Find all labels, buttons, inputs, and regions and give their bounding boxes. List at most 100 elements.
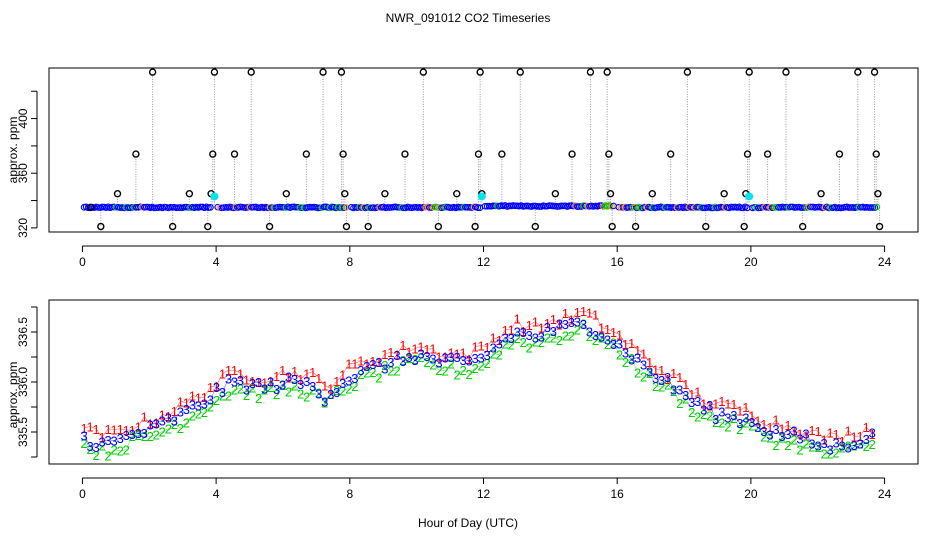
series-2-point-64: 2: [466, 367, 473, 382]
series-3-point-82: 3: [574, 314, 581, 329]
series-1-point-57: 1: [423, 342, 430, 357]
series-2-point-117: 2: [784, 438, 791, 453]
series-3-point-102: 3: [694, 394, 701, 409]
series-2-point-106: 2: [718, 416, 725, 431]
series-1-point-60: 1: [441, 350, 448, 365]
series-1-point-46: 1: [357, 353, 364, 368]
series-3-point-116: 3: [778, 429, 785, 444]
series-2-point-15: 2: [171, 417, 178, 432]
series-1-point-78: 1: [550, 312, 557, 327]
series-2-point-70: 2: [502, 337, 509, 352]
series-2-point-75: 2: [532, 335, 539, 350]
baseline-point-323: [743, 204, 751, 212]
series-3-point-74: 3: [526, 328, 533, 343]
series-1-point-68: 1: [490, 331, 497, 346]
series-3-point-0: 3: [80, 428, 87, 443]
series-2-point-77: 2: [544, 330, 551, 345]
series-3-point-13: 3: [159, 414, 166, 429]
series-1-point-15: 1: [171, 404, 178, 419]
series-2-point-94: 2: [646, 366, 653, 381]
series-2-point-120: 2: [802, 437, 809, 452]
series-1-point-2: 1: [93, 422, 100, 437]
series-1-point-76: 1: [538, 321, 545, 336]
series-3-point-90: 3: [622, 346, 629, 361]
series-2-point-130: 2: [863, 439, 870, 454]
x-tick-label-top-0: 0: [79, 255, 86, 269]
series-1-point-51: 1: [387, 345, 394, 360]
series-3-point-108: 3: [730, 408, 737, 423]
series-2-point-56: 2: [417, 350, 424, 365]
series-2-point-5: 2: [111, 442, 118, 457]
cal-point-2: [745, 192, 754, 201]
series-3-point-22: 3: [213, 380, 220, 395]
series-1-point-44: 1: [345, 356, 352, 371]
series-1-point-129: 1: [857, 429, 864, 444]
series-1-point-106: 1: [718, 394, 725, 409]
series-2-point-62: 2: [453, 367, 460, 382]
series-2-point-96: 2: [658, 380, 665, 395]
series-3-point-20: 3: [201, 396, 208, 411]
series-3-point-121: 3: [808, 436, 815, 451]
series-1-point-82: 1: [574, 305, 581, 320]
series-1-point-89: 1: [616, 327, 623, 342]
series-2-point-107: 2: [724, 420, 731, 435]
series-1-point-45: 1: [351, 357, 358, 372]
series-3-point-30: 3: [261, 381, 268, 396]
series-2-point-10: 2: [141, 429, 148, 444]
series-3-point-31: 3: [267, 374, 274, 389]
series-3-point-76: 3: [538, 329, 545, 344]
series-3-point-96: 3: [658, 373, 665, 388]
excursion-point-37: [603, 68, 611, 76]
series-3-point-75: 3: [532, 330, 539, 345]
series-2-point-73: 2: [520, 335, 527, 350]
series-2-point-126: 2: [839, 441, 846, 456]
top-data-layer: [80, 68, 884, 231]
y-tick-label-bot-2: 336.5: [16, 317, 30, 347]
series-3-point-120: 3: [802, 427, 809, 442]
series-1-point-3: 1: [99, 430, 106, 445]
series-1-point-50: 1: [381, 347, 388, 362]
series-1-point-27: 1: [243, 373, 250, 388]
panel-bottom: 1111111111111111111111111111111111111111…: [6, 299, 919, 530]
series-2-point-55: 2: [411, 352, 418, 367]
series-2-point-80: 2: [562, 328, 569, 343]
series-2-point-43: 2: [339, 383, 346, 398]
series-3-point-50: 3: [381, 361, 388, 376]
x-tick-label-bot-3: 12: [477, 487, 491, 501]
series-2-point-111: 2: [748, 418, 755, 433]
series-1-point-91: 1: [628, 336, 635, 351]
series-3-point-123: 3: [820, 436, 827, 451]
series-1-point-39: 1: [315, 371, 322, 386]
series-3-point-43: 3: [339, 376, 346, 391]
series-3-point-68: 3: [490, 341, 497, 356]
series-3-point-122: 3: [814, 438, 821, 453]
series-1-point-40: 1: [321, 378, 328, 393]
series-2-point-53: 2: [399, 353, 406, 368]
series-1-point-19: 1: [195, 390, 202, 405]
series-1-point-20: 1: [201, 390, 208, 405]
series-2-point-21: 2: [207, 400, 214, 415]
series-2-point-44: 2: [345, 381, 352, 396]
series-2-point-6: 2: [117, 444, 124, 459]
excursion-point-15: [302, 150, 311, 158]
series-1-point-88: 1: [610, 325, 617, 340]
excursion-point-18: [339, 150, 347, 158]
series-2-point-11: 2: [147, 429, 154, 444]
series-3-point-10: 3: [141, 426, 148, 441]
x-tick-label-bot-1: 4: [213, 487, 220, 501]
series-3-point-65: 3: [472, 351, 479, 366]
x-tick-label-top-4: 16: [611, 255, 625, 269]
series-3-point-73: 3: [520, 325, 527, 340]
series-1-point-115: 1: [772, 413, 779, 428]
series-1-point-54: 1: [405, 345, 412, 360]
y-tick-label-bot-0: 335.5: [16, 417, 30, 447]
excursion-point-7: [204, 222, 212, 231]
series-3-point-1: 3: [86, 439, 93, 454]
series-2-point-131: 2: [869, 437, 876, 452]
series-1-point-25: 1: [231, 363, 238, 378]
series-1-point-131: 1: [869, 427, 876, 442]
series-3-point-125: 3: [832, 436, 839, 451]
excursion-point-45: [702, 222, 710, 231]
series-2-point-20: 2: [201, 405, 208, 420]
plot-frame-top: [48, 67, 919, 233]
